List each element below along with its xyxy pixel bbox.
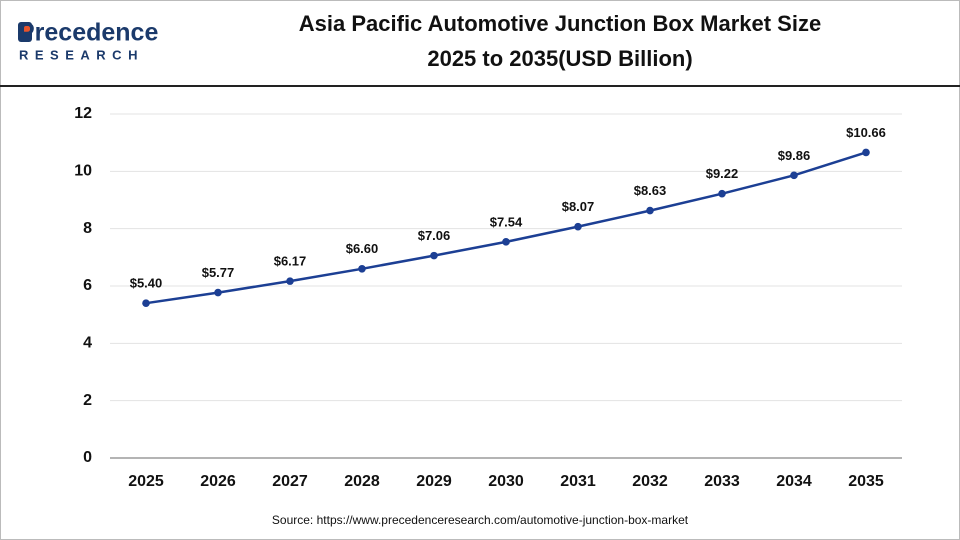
y-tick-label: 6 [83, 277, 92, 294]
value-label: $5.40 [130, 276, 163, 291]
y-tick-label: 4 [83, 335, 92, 352]
x-tick-label: 2029 [416, 473, 452, 490]
y-tick-label: 12 [74, 105, 92, 122]
logo: Precedence RESEARCH [18, 19, 158, 62]
value-label: $10.66 [846, 125, 886, 140]
chart-subtitle: 2025 to 2035(USD Billion) [427, 46, 692, 71]
x-tick-label: 2033 [704, 473, 740, 490]
y-tick-label: 2 [83, 392, 92, 409]
x-tick-label: 2026 [200, 473, 236, 490]
logo-tagline: RESEARCH [19, 47, 144, 62]
y-tick-label: 8 [83, 220, 92, 237]
point [358, 265, 366, 273]
value-label: $9.86 [778, 148, 811, 163]
value-label: $6.17 [274, 254, 307, 269]
point [574, 222, 582, 231]
point [718, 189, 726, 198]
point [646, 206, 654, 215]
source: Source: https://www.precedenceresearch.c… [272, 513, 689, 527]
value-label: $8.07 [562, 199, 595, 214]
logo-name: Precedence [18, 19, 158, 47]
x-tick-label: 2032 [632, 473, 668, 490]
x-tick-label: 2025 [128, 473, 164, 490]
x-tick-label: 2031 [560, 473, 596, 490]
point [790, 171, 798, 180]
point [286, 277, 294, 285]
value-label: $7.06 [418, 228, 451, 243]
y-tick-label: 10 [74, 163, 92, 180]
point [142, 299, 150, 308]
point [430, 251, 438, 260]
x-tick-label: 2030 [488, 473, 524, 490]
x-tick-label: 2028 [344, 473, 380, 490]
point [214, 288, 222, 297]
logo-icon-accent [24, 26, 30, 33]
point [502, 238, 510, 246]
y-tick-label: 0 [83, 449, 92, 466]
chart-title: Asia Pacific Automotive Junction Box Mar… [299, 11, 821, 36]
value-label: $8.63 [634, 183, 667, 198]
value-label: $9.22 [706, 166, 739, 181]
value-label: $6.60 [346, 241, 379, 256]
x-tick-label: 2034 [776, 473, 812, 490]
x-tick-label: 2035 [848, 473, 884, 490]
point [862, 148, 870, 157]
x-tick-label: 2027 [272, 473, 308, 490]
value-label: $7.54 [490, 214, 523, 229]
value-label: $5.77 [202, 265, 235, 280]
